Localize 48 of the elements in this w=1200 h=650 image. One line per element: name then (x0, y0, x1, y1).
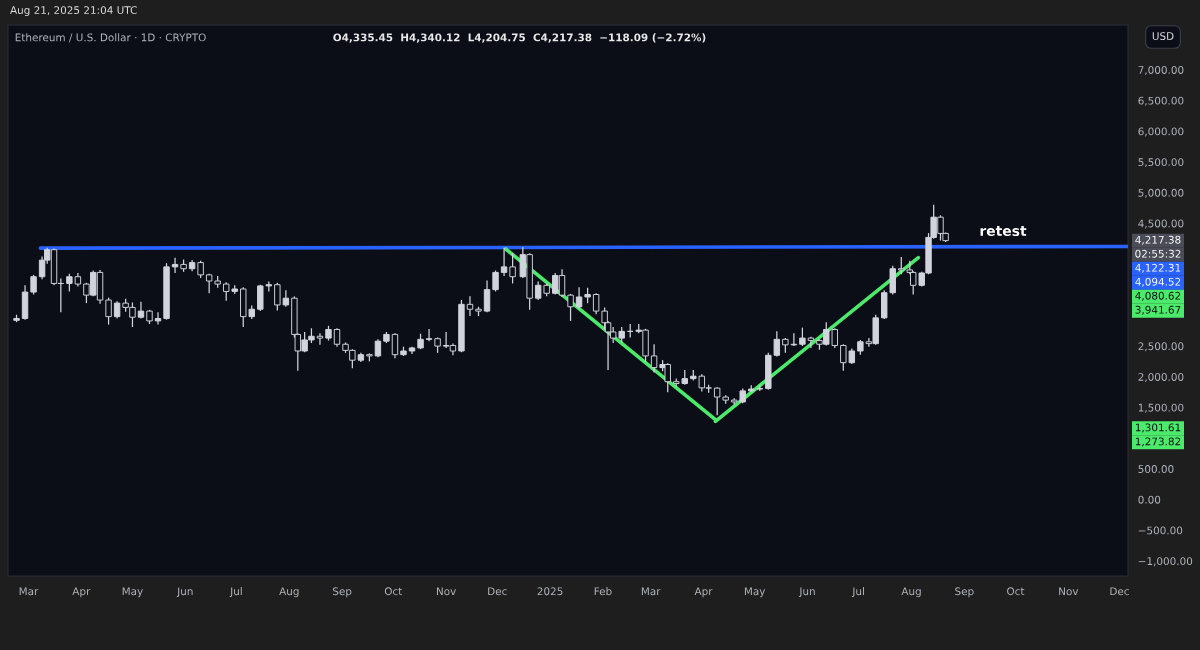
x-tick-label: Dec (488, 587, 507, 596)
x-tick-label: Feb (594, 587, 612, 596)
y-tick-label: 2,000.00 (1138, 373, 1184, 382)
x-tick-label: Jun (798, 587, 815, 598)
x-tick-label: May (122, 587, 143, 598)
y-tick-label: 6,500.00 (1138, 96, 1184, 106)
text: 4,217.38 (1135, 235, 1181, 245)
y-tick-label: 0.00 (1138, 495, 1161, 504)
x-tick-label: Nov (436, 587, 456, 596)
text: 1,301.61 (1135, 423, 1181, 433)
annotation: retest (980, 226, 1027, 237)
x-tick-label: Aug (901, 587, 921, 598)
x-tick-label: Oct (1007, 587, 1025, 596)
x-tick-label: Sep (332, 587, 352, 598)
text: 02:55:32 (1135, 249, 1181, 258)
x-tick-label: Jul (229, 587, 242, 598)
text: 1,273.82 (1135, 437, 1181, 447)
y-tick-label: 1,500.00 (1138, 403, 1184, 413)
y-axis-title: USD (1152, 32, 1174, 41)
y-tick-label: 7,000.00 (1138, 66, 1184, 75)
x-tick-label: May (744, 587, 766, 598)
text: 4,094.52 (1135, 277, 1181, 287)
x-tick-label: 2025 (537, 587, 563, 596)
x-tick-label: Oct (384, 587, 403, 596)
x-tick-label: Mar (641, 587, 661, 596)
text: 3,941.67 (1135, 305, 1181, 315)
y-tick-label: 500.00 (1138, 465, 1174, 473)
x-tick-label: Apr (694, 587, 713, 598)
y-tick-label: 4,500.00 (1138, 219, 1184, 229)
x-tick-label: Jul (851, 587, 864, 598)
y-tick-label: 6,000.00 (1138, 127, 1184, 137)
x-tick-label: Jun (176, 587, 193, 598)
x-tick-label: Mar (19, 587, 39, 596)
text: O4,335.45 H4,340.12 L4,204.75 C4,217.38 −118.09 (−2.72%) (333, 33, 706, 43)
text: 4,122.31 (1135, 263, 1181, 273)
x-tick-label: Aug (279, 587, 299, 598)
x-tick-label: Sep (955, 587, 974, 598)
y-tick-label: −1,000.00 (1138, 557, 1193, 567)
y-tick-label: 5,000.00 (1138, 188, 1184, 198)
text: Aug 21, 2025 21:04 UTC (10, 6, 137, 17)
y-tick-label: 5,500.00 (1138, 158, 1184, 168)
y-tick-label: 2,500.00 (1138, 342, 1184, 352)
x-tick-label: Dec (1110, 587, 1129, 596)
text: 4,080.62 (1135, 291, 1181, 301)
y-tick-label: −500.00 (1138, 526, 1183, 535)
x-tick-label: Apr (72, 587, 91, 598)
x-tick-label: Nov (1059, 587, 1079, 596)
text: Ethereum / U.S. Dollar · 1D · CRYPTO (15, 33, 206, 43)
